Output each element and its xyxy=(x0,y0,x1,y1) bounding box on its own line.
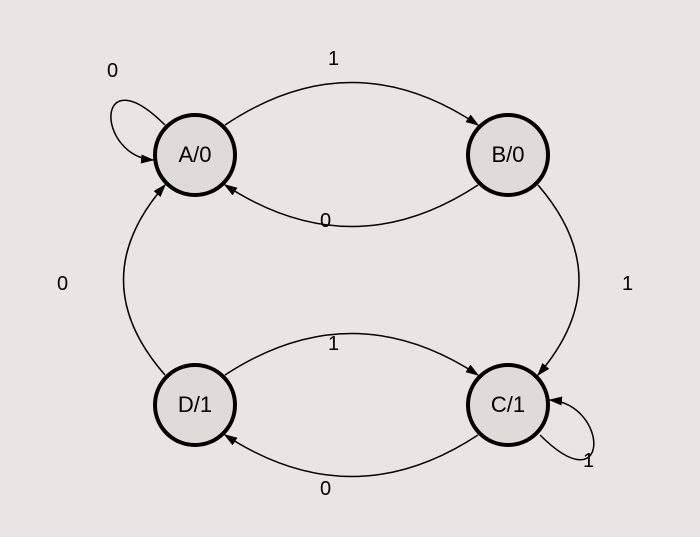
edge-d-a xyxy=(124,185,166,375)
state-node-c-label: C/1 xyxy=(491,392,525,418)
edge-d-c xyxy=(225,334,478,376)
edge-b-c xyxy=(538,185,579,375)
state-node-a: A/0 xyxy=(153,113,237,197)
state-node-b-label: B/0 xyxy=(491,142,524,168)
edge-c-d xyxy=(225,435,478,477)
state-diagram: A/0 B/0 C/1 D/1 0 1 0 1 1 0 1 0 xyxy=(0,0,700,537)
edge-label-a-b: 1 xyxy=(328,48,339,71)
edge-a-b xyxy=(225,83,478,126)
edge-label-b-a: 0 xyxy=(320,210,331,233)
state-node-a-label: A/0 xyxy=(178,142,211,168)
state-node-d: D/1 xyxy=(153,363,237,447)
state-node-b: B/0 xyxy=(466,113,550,197)
edge-label-c-d: 0 xyxy=(320,478,331,501)
edge-label-b-c: 1 xyxy=(622,273,633,296)
state-node-d-label: D/1 xyxy=(178,392,212,418)
edge-label-a-a: 0 xyxy=(107,60,118,83)
edge-b-a xyxy=(225,185,478,227)
edge-label-c-c: 1 xyxy=(583,450,594,473)
edge-label-d-a: 0 xyxy=(57,273,68,296)
edge-label-d-c: 1 xyxy=(328,333,339,356)
edges-layer xyxy=(0,0,700,537)
state-node-c: C/1 xyxy=(466,363,550,447)
